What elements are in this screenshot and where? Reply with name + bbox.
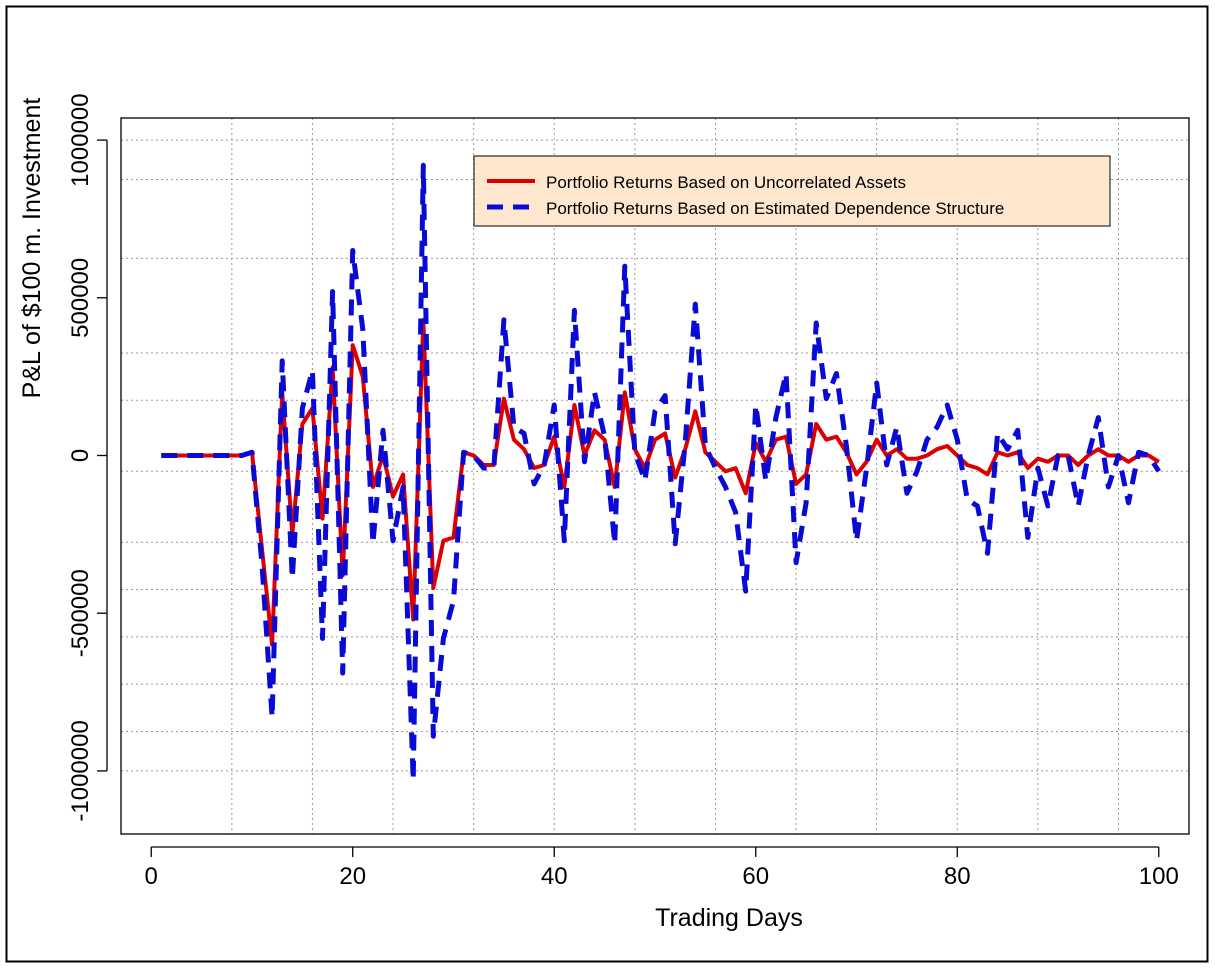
legend-box [473, 155, 1111, 227]
y-tick-label-2: 0 [67, 449, 94, 462]
series-lines [161, 162, 1161, 783]
series-line-1 [161, 162, 1161, 783]
y-tick-label-0: -1000000 [67, 720, 94, 821]
x-axis-label: Trading Days [655, 904, 803, 932]
legend-label-dependence: Portfolio Returns Based on Estimated Dep… [546, 199, 1004, 218]
legend: Portfolio Returns Based on Uncorrelated … [473, 155, 1111, 227]
x-tick-label-1: 20 [339, 863, 366, 890]
x-tick-label-0: 0 [145, 863, 158, 890]
x-axis: 0 20 40 60 80 100 [145, 846, 1179, 890]
plot-frame [120, 117, 1190, 835]
y-tick-label-1: -500000 [67, 569, 94, 657]
x-tick-label-4: 80 [944, 863, 971, 890]
x-tick-label-3: 60 [742, 863, 769, 890]
y-tick-label-4: 1000000 [67, 93, 94, 186]
grid-lines [121, 118, 1189, 834]
y-axis: -1000000 -500000 0 500000 1000000 [67, 93, 108, 822]
x-tick-label-5: 100 [1139, 863, 1179, 890]
series-line-0 [161, 317, 1160, 647]
legend-label-uncorrelated: Portfolio Returns Based on Uncorrelated … [546, 173, 906, 192]
y-tick-label-3: 500000 [67, 258, 94, 338]
y-axis-label: P&L of $100 m. Investment [18, 98, 46, 399]
x-tick-label-2: 40 [541, 863, 568, 890]
